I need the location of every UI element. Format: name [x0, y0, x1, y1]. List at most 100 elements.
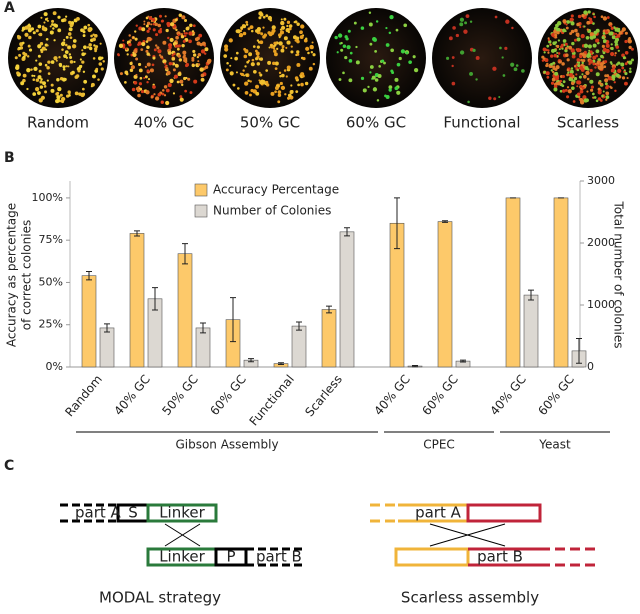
- colony: [87, 27, 92, 33]
- colony: [293, 21, 296, 24]
- colony: [600, 54, 604, 59]
- colony: [605, 95, 610, 99]
- colony: [62, 67, 66, 71]
- colony: [232, 83, 236, 87]
- colony: [463, 29, 468, 34]
- colony: [302, 56, 306, 61]
- colony: [160, 19, 164, 23]
- colony: [132, 51, 135, 54]
- colony: [571, 41, 575, 46]
- colony: [14, 56, 18, 60]
- colony: [20, 81, 25, 86]
- colony: [368, 22, 373, 27]
- colony: [158, 54, 162, 57]
- colony: [247, 79, 250, 83]
- colony: [346, 45, 351, 50]
- colony: [180, 35, 185, 39]
- colony: [242, 31, 247, 36]
- colony: [286, 40, 291, 45]
- colony: [369, 42, 373, 46]
- colony: [605, 85, 609, 90]
- error-bar: [248, 358, 254, 363]
- error-bar: [326, 305, 332, 314]
- colony: [63, 77, 67, 81]
- colony: [267, 60, 272, 65]
- colony: [372, 87, 378, 92]
- colony: [171, 54, 174, 57]
- colony: [92, 57, 96, 60]
- y-tick-label: 100%: [32, 191, 63, 204]
- colony: [580, 58, 583, 62]
- colony: [98, 56, 103, 61]
- colony: [52, 27, 55, 30]
- colony: [295, 90, 299, 94]
- colony: [587, 10, 591, 14]
- x-tick-label: 60% GC: [207, 372, 249, 418]
- colony: [305, 46, 310, 51]
- dish: [326, 8, 426, 108]
- colony: [243, 54, 248, 59]
- colony: [184, 60, 188, 64]
- colony: [565, 26, 569, 30]
- colony: [582, 59, 586, 62]
- colony: [513, 67, 518, 72]
- dishes: [8, 8, 638, 108]
- colony: [38, 69, 42, 73]
- colony: [69, 60, 74, 64]
- colony: [191, 63, 195, 68]
- colony: [588, 17, 591, 20]
- bar: [339, 231, 355, 368]
- colony: [581, 61, 584, 65]
- colony: [312, 53, 316, 57]
- colony: [169, 37, 174, 43]
- colony: [172, 92, 176, 95]
- colony: [57, 15, 61, 19]
- colony: [344, 35, 348, 39]
- error-bar: [296, 321, 302, 331]
- colony: [459, 17, 465, 22]
- colony: [204, 65, 209, 69]
- part-label: part B: [477, 548, 523, 566]
- y2-tick-label: 1000: [587, 298, 615, 311]
- colony: [180, 83, 184, 87]
- colony: [601, 44, 605, 48]
- colony: [197, 53, 202, 57]
- colony: [130, 65, 136, 70]
- colony: [554, 42, 557, 45]
- colony: [193, 31, 196, 34]
- colony: [147, 78, 151, 81]
- colony: [167, 51, 172, 55]
- colony: [547, 49, 550, 52]
- colony: [600, 15, 604, 19]
- colony: [234, 56, 238, 61]
- colony: [51, 19, 55, 23]
- colony: [132, 36, 135, 39]
- colony: [37, 91, 41, 95]
- colony: [60, 96, 66, 102]
- colony: [131, 87, 136, 92]
- colony: [24, 25, 29, 30]
- colony: [624, 39, 628, 44]
- colony: [32, 31, 36, 35]
- colony: [32, 78, 36, 81]
- colony: [550, 81, 555, 85]
- colony: [178, 58, 183, 62]
- colony: [28, 28, 31, 31]
- colony: [203, 52, 207, 55]
- colony: [338, 78, 342, 81]
- colony: [150, 23, 153, 26]
- colony: [192, 24, 196, 28]
- colony: [290, 84, 293, 87]
- colony: [137, 43, 140, 46]
- colony: [92, 74, 96, 79]
- colony: [276, 47, 279, 51]
- colony: [52, 11, 57, 16]
- colony: [161, 89, 165, 92]
- colony: [273, 49, 277, 54]
- colony: [558, 60, 562, 63]
- colony: [566, 20, 570, 24]
- colony: [174, 44, 179, 48]
- colony: [152, 85, 156, 89]
- colony: [281, 45, 285, 49]
